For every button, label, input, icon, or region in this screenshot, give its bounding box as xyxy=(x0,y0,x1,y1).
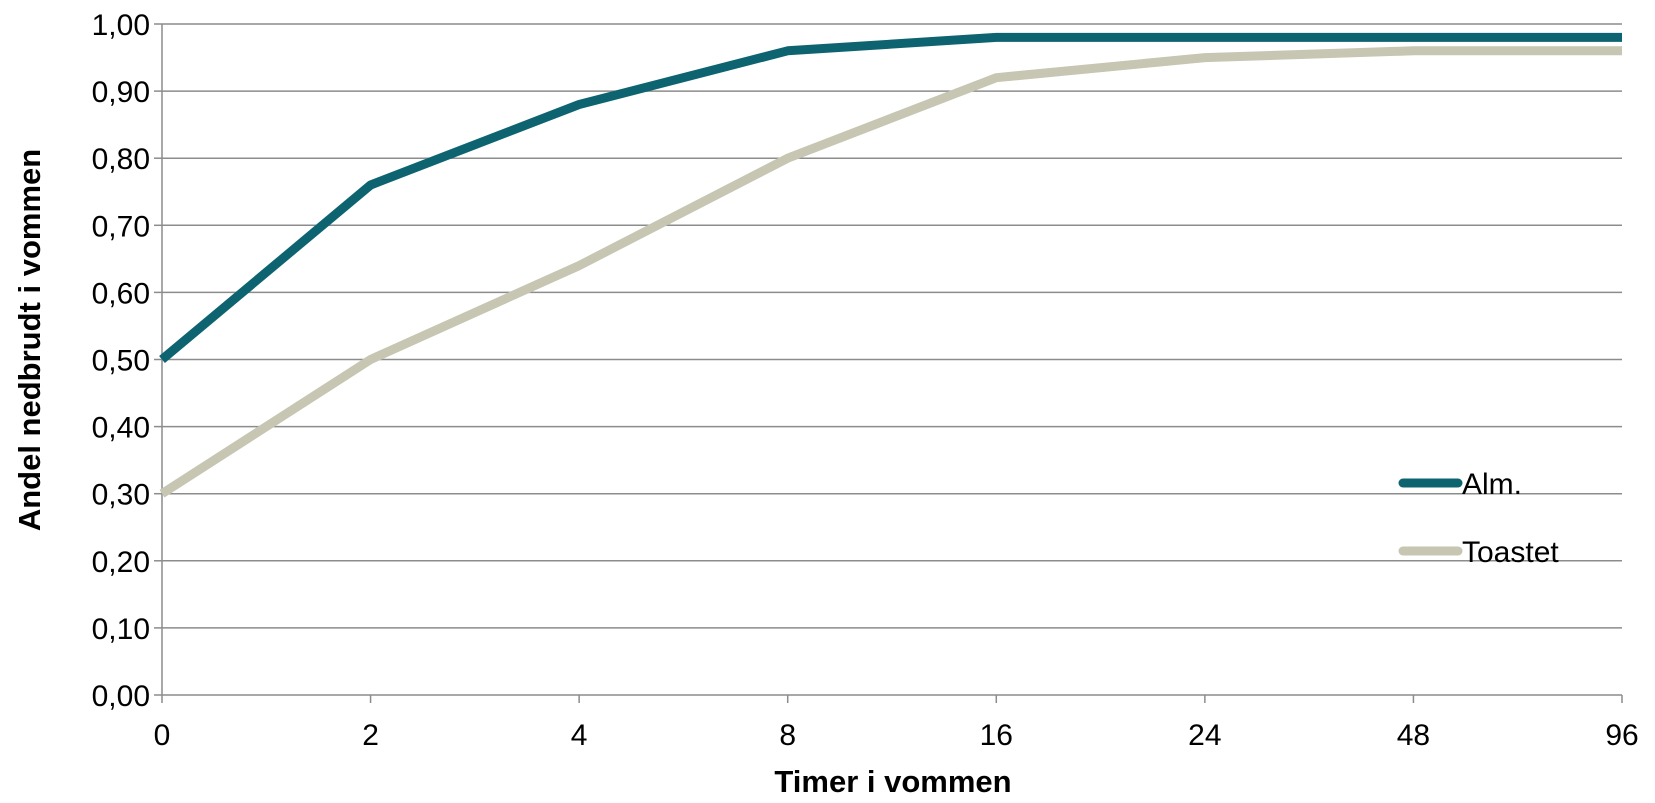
x-tick-label: 16 xyxy=(980,719,1013,752)
y-tick-label: 0,60 xyxy=(92,277,150,310)
legend-label: Alm. xyxy=(1462,468,1522,501)
y-tick-label: 0,70 xyxy=(92,210,150,243)
y-axis-title: Andel nedbrudt i vommen xyxy=(12,149,47,531)
y-tick-label: 0,90 xyxy=(92,76,150,109)
y-axis-ticks: 0,00 0,10 0,20 0,30 0,40 0,50 0,60 0,70 0,80 0,90… xyxy=(92,9,162,713)
series-line-toastet xyxy=(159,46,1622,498)
x-tick-label: 0 xyxy=(154,719,171,752)
gridlines xyxy=(162,23,1622,629)
y-tick-label: 0,20 xyxy=(92,546,150,579)
x-tick-label: 48 xyxy=(1397,719,1430,752)
x-axis-ticks: 0 2 4 8 16 24 48 96 xyxy=(154,695,1639,752)
y-tick-label: 0,30 xyxy=(92,479,150,512)
y-tick-label: 0,10 xyxy=(92,613,150,646)
legend: Alm. Toastet xyxy=(1398,468,1559,569)
y-tick-label: 0,00 xyxy=(92,680,150,713)
x-tick-label: 2 xyxy=(362,719,379,752)
series-line-alm xyxy=(159,32,1622,363)
y-tick-label: 0,40 xyxy=(92,412,150,445)
x-tick-label: 4 xyxy=(571,719,588,752)
x-tick-label: 8 xyxy=(779,719,796,752)
y-tick-label: 1,00 xyxy=(92,9,150,42)
y-tick-label: 0,80 xyxy=(92,143,150,176)
series-lines xyxy=(159,32,1622,498)
x-tick-label: 24 xyxy=(1188,719,1221,752)
x-axis-title: Timer i vommen xyxy=(774,764,1011,799)
y-tick-label: 0,50 xyxy=(92,345,150,378)
x-tick-label: 96 xyxy=(1605,719,1638,752)
legend-label: Toastet xyxy=(1462,536,1559,569)
